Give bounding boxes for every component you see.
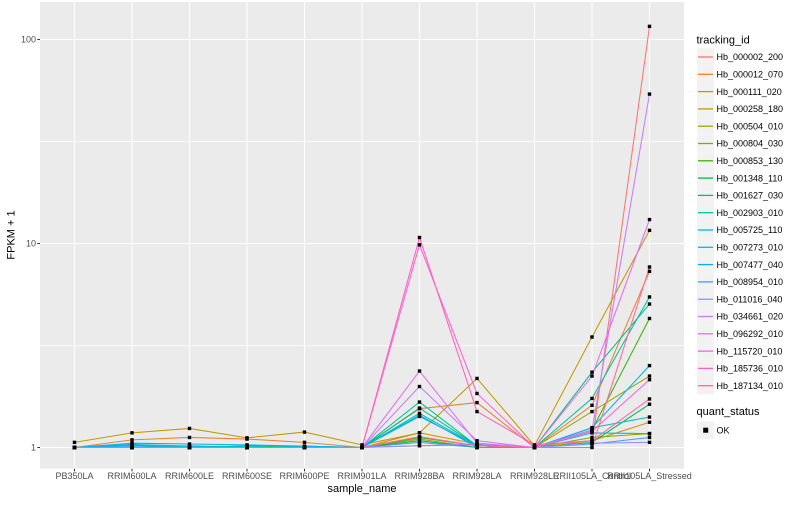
svg-text:Hb_096292_010: Hb_096292_010: [717, 329, 784, 339]
svg-text:RRII105LA_Control: RRII105LA_Control: [553, 471, 631, 481]
svg-text:10: 10: [26, 239, 36, 249]
svg-text:1: 1: [31, 443, 36, 453]
svg-text:RRIM600SE: RRIM600SE: [222, 471, 272, 481]
svg-text:Hb_000804_030: Hb_000804_030: [717, 139, 784, 149]
svg-text:OK: OK: [717, 425, 730, 435]
svg-text:Hb_000002_200: Hb_000002_200: [717, 52, 784, 62]
svg-text:Hb_000111_020: Hb_000111_020: [717, 87, 782, 97]
svg-text:Hb_185736_010: Hb_185736_010: [717, 364, 784, 374]
svg-text:RRIM901LA: RRIM901LA: [337, 471, 386, 481]
svg-text:RRIM600PE: RRIM600PE: [279, 471, 329, 481]
svg-text:quant_status: quant_status: [697, 406, 760, 418]
svg-text:Hb_115720_010: Hb_115720_010: [717, 346, 783, 356]
svg-text:FPKM + 1: FPKM + 1: [6, 210, 18, 259]
svg-text:Hb_000504_010: Hb_000504_010: [717, 121, 784, 131]
svg-text:tracking_id: tracking_id: [697, 35, 750, 47]
svg-text:RRII105LA_Stressed: RRII105LA_Stressed: [607, 471, 692, 481]
svg-text:Hb_002903_010: Hb_002903_010: [717, 208, 784, 218]
svg-text:Hb_007273_010: Hb_007273_010: [717, 243, 784, 253]
svg-text:RRIM600LE: RRIM600LE: [165, 471, 214, 481]
svg-text:PB350LA: PB350LA: [55, 471, 93, 481]
svg-text:Hb_034661_020: Hb_034661_020: [717, 312, 784, 322]
svg-text:Hb_007477_040: Hb_007477_040: [717, 260, 784, 270]
svg-text:Hb_000012_070: Hb_000012_070: [717, 70, 784, 80]
svg-text:100: 100: [21, 35, 36, 45]
svg-text:sample_name: sample_name: [327, 483, 396, 495]
svg-text:RRIM928LA: RRIM928LA: [452, 471, 501, 481]
svg-text:RRIM600LA: RRIM600LA: [107, 471, 156, 481]
svg-text:Hb_001348_110: Hb_001348_110: [717, 173, 783, 183]
svg-text:Hb_000853_130: Hb_000853_130: [717, 156, 784, 166]
svg-text:RRIM928BA: RRIM928BA: [394, 471, 444, 481]
svg-text:Hb_001627_030: Hb_001627_030: [717, 191, 784, 201]
svg-text:Hb_011016_040: Hb_011016_040: [717, 294, 783, 304]
svg-text:RRIM928LE: RRIM928LE: [510, 471, 559, 481]
svg-text:Hb_000258_180: Hb_000258_180: [717, 104, 784, 114]
svg-text:Hb_005725_110: Hb_005725_110: [717, 225, 783, 235]
svg-text:Hb_008954_010: Hb_008954_010: [717, 277, 784, 287]
svg-text:Hb_187134_010: Hb_187134_010: [717, 381, 784, 391]
